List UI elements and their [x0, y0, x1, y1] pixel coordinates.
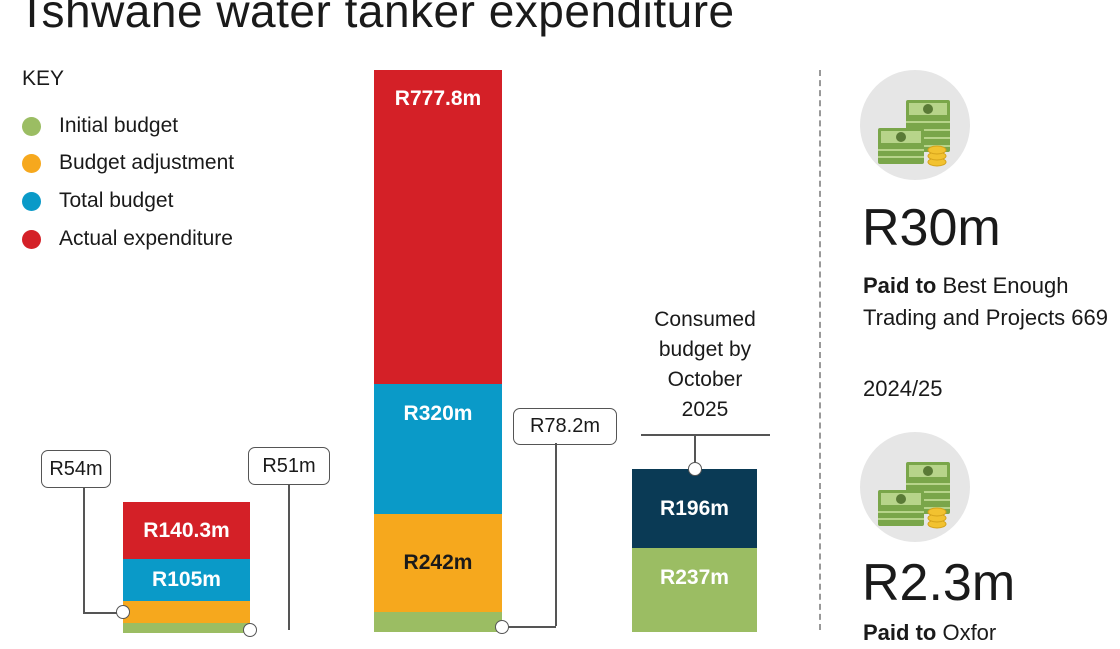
- bar3-consumed-segment: R196m: [632, 469, 757, 548]
- bar1-total-segment: R105m: [123, 559, 250, 601]
- legend-dot: [22, 229, 41, 249]
- legend-item-actual: Actual expenditure: [22, 227, 233, 251]
- callout-line: [502, 626, 556, 628]
- callout-line: [83, 612, 119, 614]
- annotation-pin: [688, 462, 702, 476]
- callout-line: [555, 443, 557, 626]
- dashed-divider: [819, 70, 821, 630]
- period-1: 2024/25: [863, 376, 943, 401]
- money-icon: [860, 432, 970, 542]
- bar2-actual-segment: R777.8m: [374, 70, 502, 384]
- annotation-line: 2025: [681, 398, 729, 421]
- paid-to-label: Paid to: [863, 273, 937, 298]
- bar2-adjustment-segment: R242m: [374, 514, 502, 612]
- paid-to-label: Paid to: [863, 620, 937, 645]
- amount-1: R30m: [862, 199, 1001, 257]
- legend-label: Total budget: [59, 189, 174, 212]
- payee-name: Best Enough Trading and Projects 669: [863, 273, 1108, 330]
- legend-item-adjustment: Budget adjustment: [22, 151, 234, 175]
- bar2-initial-segment: [374, 612, 502, 632]
- bar1-adjustment-segment: [123, 601, 250, 623]
- legend-label: Budget adjustment: [59, 151, 235, 174]
- callout-line: [83, 487, 85, 612]
- bar3-initial-segment: R237m: [632, 548, 757, 632]
- bar1-initial-callout: R51m: [248, 447, 330, 485]
- legend-item-initial: Initial budget: [22, 114, 178, 138]
- legend-heading: KEY: [22, 67, 65, 90]
- legend-dot: [22, 191, 41, 211]
- bar2-initial-callout: R78.2m: [513, 408, 617, 445]
- callout-pin: [495, 620, 509, 634]
- callout-pin: [116, 605, 130, 619]
- bar1-adjustment-callout: R54m: [41, 450, 111, 488]
- callout-line: [288, 484, 290, 630]
- legend-label: Actual expenditure: [59, 227, 233, 250]
- annotation-line: Consumed: [654, 308, 756, 331]
- annotation-line: budget by: [658, 338, 752, 361]
- payee-1: Paid to Best Enough Trading and Projects…: [863, 270, 1120, 334]
- payee-2: Paid to Oxfor: [863, 617, 1120, 649]
- legend-dot: [22, 116, 41, 136]
- money-icon: [860, 70, 970, 180]
- bar2-total-segment: R320m: [374, 384, 502, 514]
- callout-pin: [243, 623, 257, 637]
- bar1-actual-segment: R140.3m: [123, 502, 250, 559]
- legend-label: Initial budget: [59, 114, 179, 137]
- consumed-annotation: Consumed budget by October 2025: [630, 305, 780, 425]
- annotation-line: October: [667, 368, 743, 391]
- bar1-initial-segment: [123, 623, 250, 633]
- legend-dot: [22, 153, 41, 173]
- legend-item-total: Total budget: [22, 189, 173, 213]
- annotation-bracket: [641, 434, 770, 436]
- chart-title: Tshwane water tanker expenditure: [18, 0, 735, 37]
- annotation-line: [694, 434, 696, 464]
- payee-name: Oxfor: [936, 620, 997, 645]
- amount-2: R2.3m: [862, 554, 1016, 612]
